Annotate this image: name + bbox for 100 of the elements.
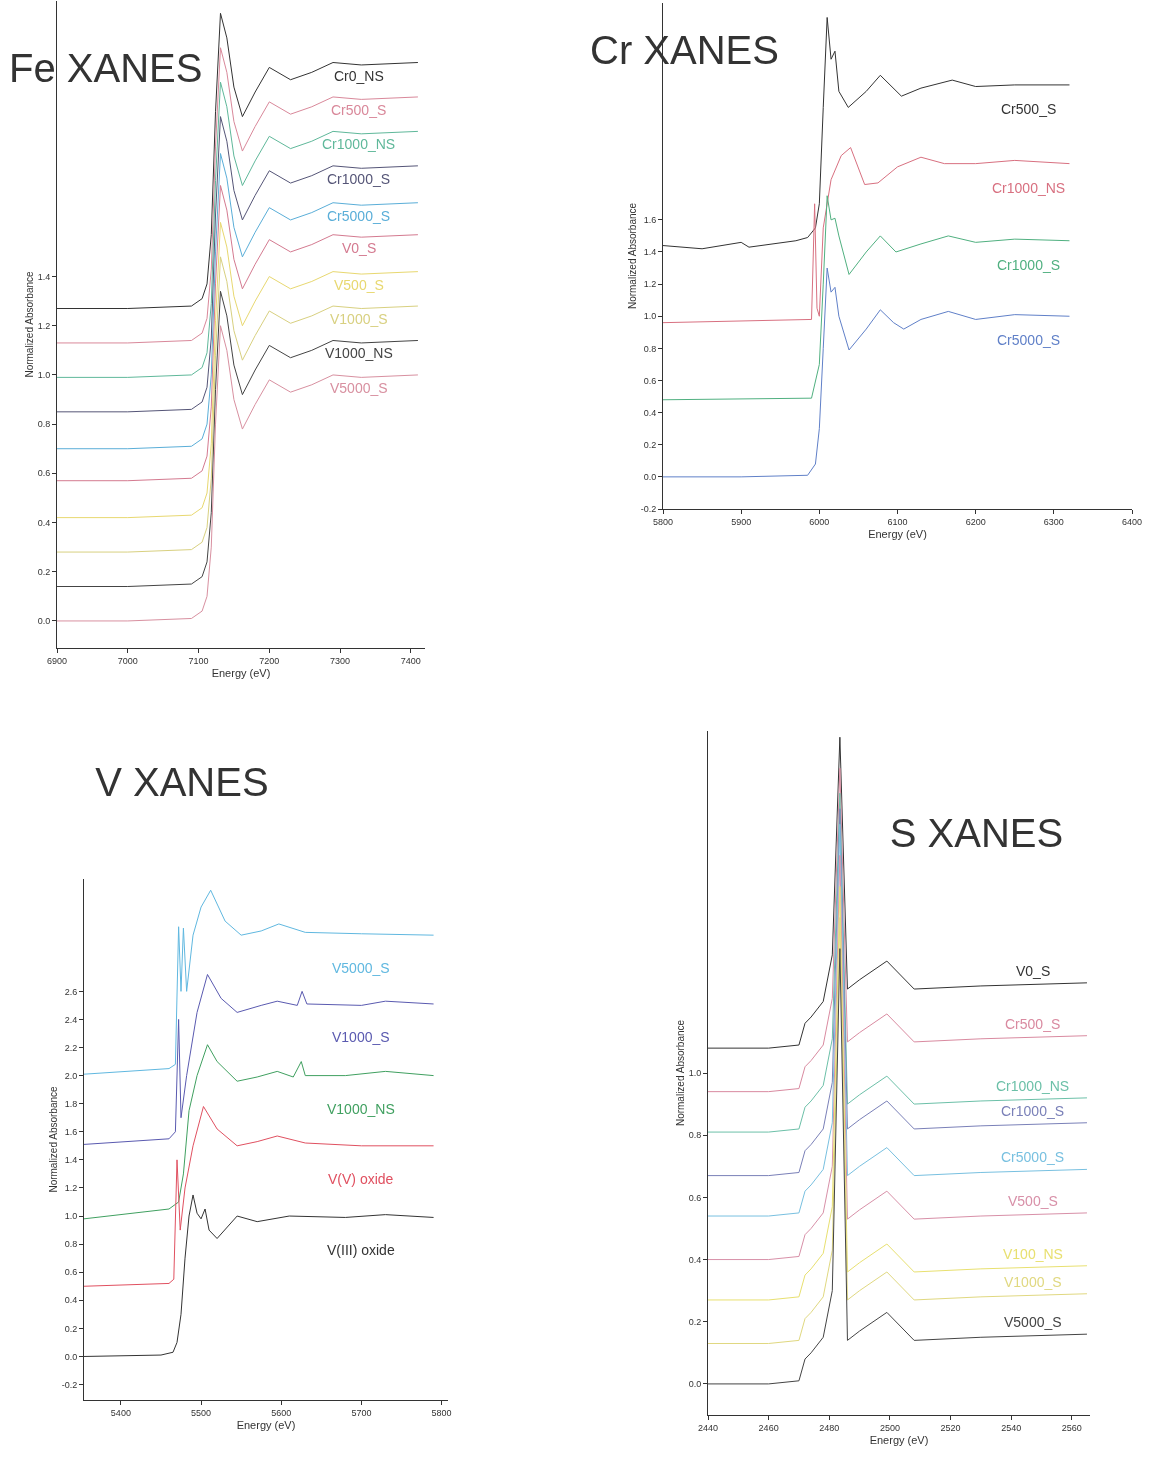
series-label: V5000_S [1004, 1314, 1062, 1330]
x-tick-label: 6200 [965, 516, 986, 527]
x-tick-label: 2500 [879, 1422, 900, 1433]
y-tick-label: 0.4 [643, 407, 657, 418]
y-tick-label: 2.6 [64, 986, 78, 997]
y-axis-title: Normalized Absorbance [47, 1085, 59, 1193]
y-tick-label: 0.6 [688, 1192, 702, 1203]
series-label: V1000_S [1004, 1274, 1062, 1290]
line-series [84, 1044, 435, 1220]
x-tick-label: 7200 [259, 655, 280, 666]
x-tick-label: 5400 [110, 1407, 131, 1418]
x-tick-label: 6300 [1043, 516, 1064, 527]
x-tick-label: 6100 [887, 516, 908, 527]
y-tick-label: 0.2 [643, 439, 657, 450]
y-tick-label: 0.8 [37, 419, 51, 430]
series-label: V1000_NS [327, 1101, 395, 1117]
series-label: V(III) oxide [327, 1242, 395, 1258]
y-axis-title: Normalized Absorbance [674, 1019, 686, 1127]
text: Fe XANES [9, 45, 203, 90]
series-label: Cr1000_S [1001, 1103, 1065, 1119]
x-tick-label: 5600 [271, 1407, 292, 1418]
line-series [663, 195, 1070, 401]
series-label: Cr1000_NS [322, 136, 396, 152]
y-tick-label: 0.0 [643, 472, 657, 483]
series-label: Cr0_NS [334, 68, 384, 84]
x-tick-label: 6900 [46, 655, 68, 666]
y-tick-label: 0.8 [688, 1130, 702, 1141]
line-series [57, 153, 419, 450]
y-tick-label: 1.2 [64, 1183, 78, 1194]
x-tick-label: 6400 [1121, 516, 1143, 527]
series-label: Cr1000_S [327, 171, 391, 187]
y-tick-label: -0.2 [640, 504, 657, 515]
x-tick-label: 7000 [117, 655, 138, 666]
y-tick-label: 0.6 [643, 375, 657, 386]
x-tick-label: 7100 [188, 655, 209, 666]
series-label: V5000_S [330, 380, 388, 396]
series-label: V100_NS [1003, 1246, 1063, 1262]
x-tick-label: 2520 [940, 1422, 961, 1433]
line-series [708, 948, 1088, 1385]
x-tick-label: 2560 [1061, 1422, 1082, 1433]
x-tick-label: 2540 [1001, 1422, 1022, 1433]
y-tick-label: 1.2 [37, 320, 51, 331]
x-tick-label: 2460 [758, 1422, 779, 1433]
line-series [663, 147, 1070, 324]
series-label: Cr500_S [1005, 1016, 1061, 1032]
y-tick-label: 1.0 [643, 311, 657, 322]
line-series [57, 256, 419, 553]
y-tick-label: 1.4 [64, 1155, 78, 1166]
series-label: V0_S [1016, 963, 1051, 979]
x-axis-title: Energy (eV) [869, 1434, 929, 1446]
y-tick-label: 0.0 [64, 1351, 78, 1362]
line-series [57, 116, 419, 413]
x-tick-label: 5800 [652, 516, 674, 527]
line-series [57, 325, 419, 622]
line-series [84, 889, 435, 1075]
y-tick-label: 0.4 [37, 517, 51, 528]
line-series [84, 1106, 435, 1287]
y-tick-label: 1.0 [688, 1068, 702, 1079]
y-tick-label: 1.6 [643, 215, 657, 226]
x-axis-title: Energy (eV) [211, 667, 271, 679]
series-label: Cr5000_S [327, 208, 391, 224]
series-label: Cr1000_S [997, 257, 1061, 273]
y-tick-label: 0.0 [37, 616, 51, 627]
x-tick-label: 5500 [191, 1407, 212, 1418]
series-label: Cr500_S [331, 102, 387, 118]
y-tick-label: 1.8 [64, 1098, 78, 1109]
series-label: V1000_NS [325, 345, 393, 361]
y-tick-label: 1.4 [643, 247, 657, 258]
y-tick-label: 1.2 [643, 279, 657, 290]
y-tick-label: 0.4 [64, 1295, 78, 1306]
y-tick-label: 2.0 [64, 1070, 78, 1081]
y-tick-label: 1.6 [64, 1126, 78, 1137]
series-label: V(V) oxide [328, 1171, 394, 1187]
y-tick-label: 1.0 [64, 1211, 78, 1222]
x-tick-label: 7400 [400, 655, 421, 666]
series-label: V0_S [342, 240, 377, 256]
x-axis-title: Energy (eV) [868, 528, 927, 540]
y-tick-label: 0.8 [64, 1239, 78, 1250]
series-label: Cr1000_NS [992, 180, 1066, 196]
line-series [57, 47, 419, 344]
y-tick-label: 0.8 [643, 343, 657, 354]
series-label: V500_S [334, 277, 384, 293]
y-tick-label: 0.2 [37, 566, 51, 577]
y-tick-label: 1.0 [37, 370, 51, 381]
y-tick-label: 2.2 [64, 1042, 78, 1053]
x-tick-label: 5800 [431, 1407, 452, 1418]
x-tick-label: 5900 [731, 516, 752, 527]
x-tick-label: 2480 [819, 1422, 840, 1433]
series-label: V5000_S [332, 960, 390, 976]
series-label: Cr5000_S [1001, 1149, 1065, 1165]
line-series [708, 917, 1088, 1344]
series-label: Cr500_S [1001, 101, 1057, 117]
y-tick-label: 1.4 [37, 271, 51, 282]
series-label: Cr5000_S [997, 332, 1061, 348]
chart-title: V XANES [95, 759, 269, 804]
y-tick-label: 0.0 [688, 1379, 702, 1390]
y-tick-label: 0.2 [688, 1316, 702, 1327]
y-tick-label: 2.4 [64, 1014, 78, 1025]
y-tick-label: 0.2 [64, 1323, 78, 1334]
y-tick-label: 0.6 [37, 468, 51, 479]
